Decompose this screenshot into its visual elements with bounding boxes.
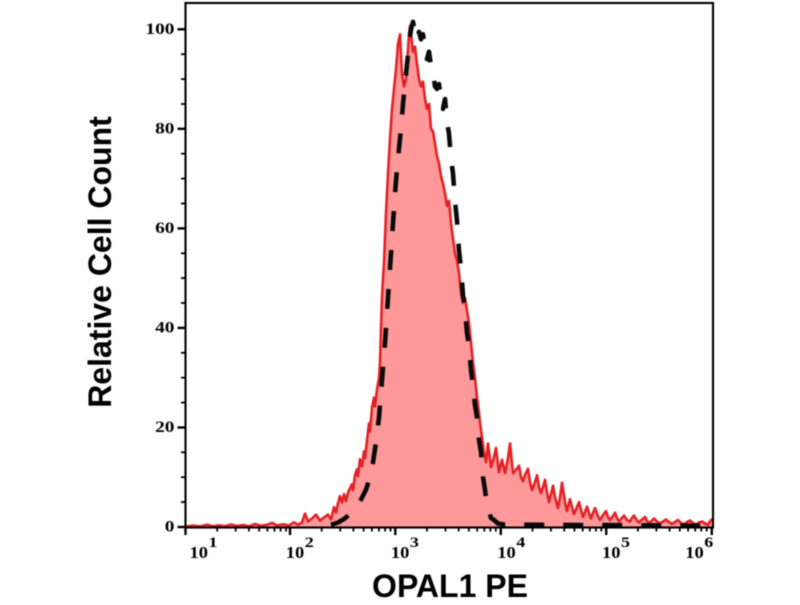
svg-text:5: 5: [621, 535, 630, 551]
svg-text:4: 4: [516, 535, 526, 551]
svg-text:2: 2: [305, 535, 314, 551]
svg-text:0: 0: [165, 519, 175, 536]
svg-text:10: 10: [602, 543, 621, 562]
svg-text:10: 10: [391, 543, 410, 562]
svg-text:OPAL1 PE: OPAL1 PE: [372, 568, 528, 600]
svg-text:10: 10: [286, 543, 305, 562]
svg-text:100: 100: [145, 21, 174, 38]
svg-text:60: 60: [155, 220, 175, 237]
svg-text:10: 10: [190, 543, 209, 562]
svg-text:20: 20: [155, 419, 175, 436]
svg-text:Relative Cell Count: Relative Cell Count: [82, 116, 118, 408]
svg-text:10: 10: [497, 543, 516, 562]
svg-text:80: 80: [155, 120, 175, 137]
svg-text:40: 40: [155, 319, 175, 336]
svg-text:10: 10: [685, 543, 704, 562]
svg-text:6: 6: [704, 535, 714, 551]
svg-text:1: 1: [209, 535, 218, 551]
svg-text:3: 3: [410, 535, 419, 551]
